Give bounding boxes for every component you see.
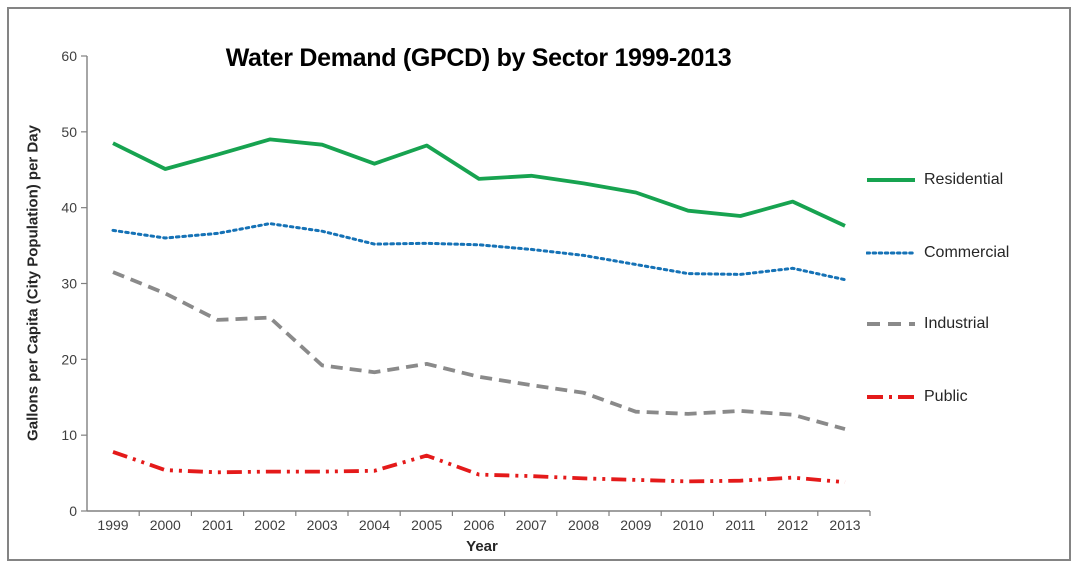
y-tick-label: 60 xyxy=(61,48,77,64)
x-tick-label: 2001 xyxy=(202,517,233,533)
y-tick-label: 30 xyxy=(61,276,77,292)
public-line-key-icon xyxy=(867,395,915,399)
legend-item-industrial: Industrial xyxy=(866,314,989,334)
legend-label-commercial: Commercial xyxy=(924,244,1010,261)
x-tick-label: 1999 xyxy=(97,517,128,533)
x-tick-label: 2010 xyxy=(673,517,704,533)
y-tick-label: 40 xyxy=(61,200,77,216)
chart-title: Water Demand (GPCD) by Sector 1999-2013 xyxy=(225,44,732,72)
legend-label-residential: Residential xyxy=(924,171,1004,188)
commercial-line-key-icon xyxy=(866,251,916,255)
industrial-line-key-icon xyxy=(867,322,915,326)
x-tick-label: 2011 xyxy=(725,517,755,533)
commercial-series-line xyxy=(111,222,847,282)
x-tick-label: 2003 xyxy=(307,517,338,533)
x-tick-label: 2002 xyxy=(254,517,285,533)
industrial-series-line xyxy=(112,270,846,431)
x-tick-label: 2013 xyxy=(829,517,860,533)
legend-item-residential: Residential xyxy=(866,170,1003,190)
legend-label-public: Public xyxy=(924,388,968,405)
y-tick-label: 20 xyxy=(61,351,77,367)
legend-item-public: Public xyxy=(866,387,968,407)
x-tick-label: 2006 xyxy=(463,517,494,533)
x-tick-label: 2005 xyxy=(411,517,442,533)
x-tick-label: 2009 xyxy=(620,517,651,533)
x-axis-title: Year xyxy=(466,538,498,555)
x-tick-label: 2004 xyxy=(359,517,390,533)
x-tick-label: 2012 xyxy=(777,517,808,533)
y-tick-label: 0 xyxy=(69,503,77,519)
chart-frame xyxy=(7,7,1071,561)
legend-label-industrial: Industrial xyxy=(924,315,989,332)
residential-line-key-icon xyxy=(867,178,915,182)
x-tick-label: 2007 xyxy=(516,517,547,533)
legend-item-commercial: Commercial xyxy=(866,243,1009,263)
x-tick-label: 2000 xyxy=(150,517,181,533)
y-tick-label: 50 xyxy=(61,124,77,140)
x-tick-label: 2008 xyxy=(568,517,599,533)
y-tick-label: 10 xyxy=(61,427,77,443)
public-series-line xyxy=(112,450,846,485)
legend: Residential Commercial Industrial Public xyxy=(866,0,1066,568)
residential-series-line xyxy=(112,137,846,228)
